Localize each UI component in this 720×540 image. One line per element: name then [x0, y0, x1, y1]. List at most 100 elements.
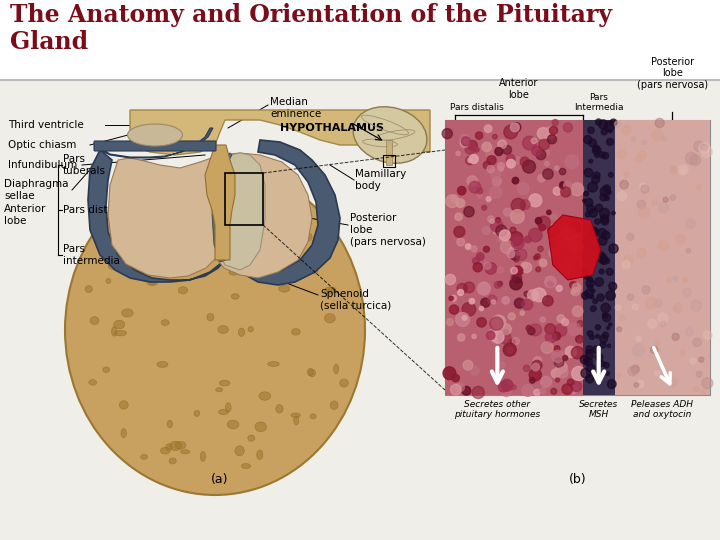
Circle shape: [510, 267, 518, 274]
Text: Third ventricle: Third ventricle: [8, 120, 84, 130]
Circle shape: [446, 195, 459, 207]
Circle shape: [490, 219, 503, 232]
Circle shape: [588, 139, 596, 147]
Circle shape: [595, 353, 603, 361]
Circle shape: [586, 279, 594, 287]
Ellipse shape: [268, 362, 279, 367]
Ellipse shape: [248, 435, 255, 441]
Circle shape: [593, 299, 598, 303]
Circle shape: [609, 244, 618, 253]
PathPatch shape: [88, 140, 340, 285]
Circle shape: [529, 194, 541, 207]
Circle shape: [500, 240, 513, 253]
Circle shape: [539, 224, 546, 231]
Circle shape: [601, 303, 611, 313]
Circle shape: [600, 187, 610, 196]
Circle shape: [599, 269, 604, 274]
Ellipse shape: [271, 266, 279, 272]
Ellipse shape: [276, 404, 283, 413]
Circle shape: [608, 380, 616, 388]
Circle shape: [521, 200, 530, 210]
Circle shape: [683, 288, 691, 296]
Circle shape: [595, 204, 603, 212]
Circle shape: [498, 281, 503, 286]
Ellipse shape: [127, 124, 182, 146]
Ellipse shape: [122, 309, 133, 317]
Ellipse shape: [248, 326, 253, 332]
Circle shape: [544, 150, 549, 155]
Circle shape: [565, 229, 577, 241]
Circle shape: [582, 253, 588, 259]
Circle shape: [556, 362, 567, 373]
Circle shape: [503, 208, 511, 216]
Circle shape: [685, 328, 693, 335]
Circle shape: [667, 278, 671, 282]
Circle shape: [572, 284, 581, 292]
Circle shape: [604, 258, 610, 264]
Ellipse shape: [89, 380, 96, 385]
Circle shape: [492, 315, 505, 329]
Ellipse shape: [200, 451, 205, 461]
Circle shape: [576, 335, 583, 343]
Circle shape: [442, 129, 452, 139]
Circle shape: [472, 258, 480, 264]
Ellipse shape: [241, 463, 251, 469]
Circle shape: [660, 321, 666, 327]
Circle shape: [595, 152, 600, 158]
Circle shape: [639, 207, 650, 219]
Circle shape: [600, 335, 608, 343]
Ellipse shape: [169, 458, 176, 464]
Circle shape: [624, 255, 634, 265]
Circle shape: [508, 313, 516, 320]
Circle shape: [628, 367, 637, 376]
Circle shape: [512, 177, 518, 184]
Circle shape: [487, 156, 496, 165]
Circle shape: [520, 157, 529, 166]
Circle shape: [510, 251, 520, 260]
Ellipse shape: [325, 314, 336, 323]
Circle shape: [525, 236, 531, 242]
Circle shape: [498, 236, 503, 242]
Circle shape: [698, 357, 704, 362]
Circle shape: [589, 159, 593, 163]
Circle shape: [602, 152, 608, 159]
Circle shape: [458, 334, 465, 341]
Circle shape: [570, 239, 581, 251]
Ellipse shape: [149, 278, 156, 285]
Circle shape: [588, 227, 598, 237]
Circle shape: [702, 377, 713, 389]
Circle shape: [571, 183, 584, 196]
Circle shape: [469, 299, 474, 304]
Circle shape: [699, 143, 710, 154]
Ellipse shape: [181, 450, 189, 454]
Text: Diaphragma
sellae: Diaphragma sellae: [4, 179, 68, 201]
Circle shape: [471, 367, 480, 375]
Text: (b): (b): [569, 474, 586, 487]
Circle shape: [690, 300, 701, 311]
Circle shape: [570, 281, 577, 288]
Ellipse shape: [271, 238, 282, 244]
Circle shape: [603, 185, 611, 192]
Circle shape: [593, 245, 599, 251]
Circle shape: [652, 200, 657, 206]
Circle shape: [555, 378, 559, 382]
Circle shape: [595, 325, 600, 330]
Circle shape: [563, 258, 575, 270]
Bar: [386, 140, 392, 165]
Bar: [445, 120, 710, 395]
Circle shape: [585, 375, 593, 383]
Circle shape: [526, 326, 531, 331]
Circle shape: [451, 295, 456, 301]
Circle shape: [467, 176, 477, 186]
Circle shape: [499, 362, 505, 368]
Ellipse shape: [106, 279, 111, 284]
Ellipse shape: [307, 218, 312, 225]
Ellipse shape: [204, 241, 211, 248]
Circle shape: [593, 145, 600, 152]
Ellipse shape: [112, 327, 117, 336]
Circle shape: [642, 140, 647, 144]
Circle shape: [532, 288, 546, 302]
Circle shape: [608, 282, 617, 291]
Text: Posterior
lobe
(pars nervosa): Posterior lobe (pars nervosa): [636, 57, 708, 90]
Circle shape: [545, 324, 555, 334]
